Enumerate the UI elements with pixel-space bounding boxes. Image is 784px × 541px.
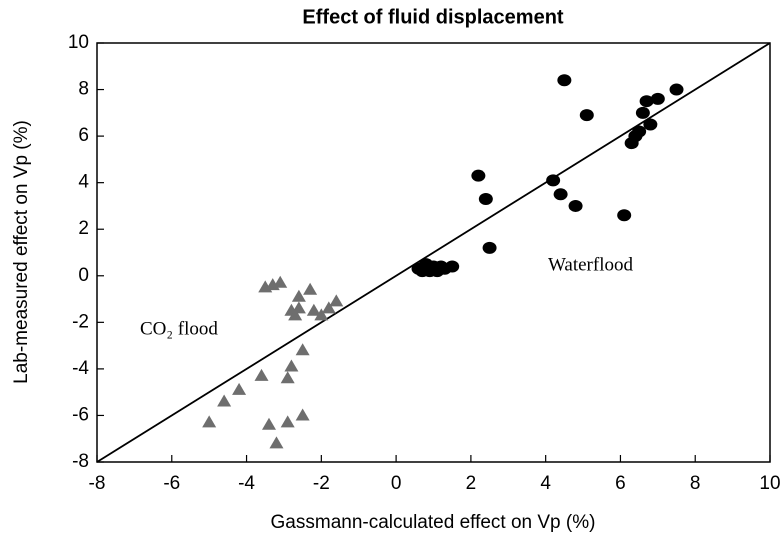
point: [643, 118, 658, 131]
annotation: CO₂ flood: [140, 318, 218, 339]
point: [329, 294, 344, 307]
x-tick-label: 10: [759, 473, 780, 494]
y-axis-label: Lab-measured effect on Vp (%): [11, 120, 32, 384]
x-tick-label: 2: [466, 473, 477, 494]
point: [482, 241, 497, 254]
point: [445, 260, 460, 273]
point: [478, 192, 493, 205]
point: [291, 301, 306, 314]
y-tick-label: 6: [78, 125, 89, 146]
point: [669, 83, 684, 96]
y-tick-label: -8: [72, 451, 89, 472]
reference-line: [96, 42, 771, 463]
point: [217, 394, 232, 407]
y-tick-label: 0: [78, 265, 89, 286]
x-tick-label: -8: [89, 473, 106, 494]
x-axis-label: Gassmann-calculated effect on Vp (%): [271, 512, 596, 533]
chart-title: Effect of fluid displacement: [302, 6, 563, 28]
point: [280, 415, 295, 428]
x-tick-label: 8: [690, 473, 701, 494]
point: [288, 308, 303, 321]
point: [639, 95, 654, 108]
x-tick-label: 6: [615, 473, 626, 494]
point: [471, 169, 486, 182]
point: [291, 289, 306, 302]
x-tick-label: 4: [540, 473, 551, 494]
x-tick-label: 0: [391, 473, 402, 494]
point: [295, 408, 310, 421]
annotation: Waterflood: [548, 254, 633, 275]
point: [261, 417, 276, 430]
point: [650, 92, 665, 105]
point: [321, 301, 336, 314]
point: [295, 343, 310, 356]
point: [546, 174, 561, 187]
point: [303, 282, 318, 295]
point: [254, 368, 269, 381]
y-tick-label: -4: [72, 358, 89, 379]
point: [273, 275, 288, 288]
y-tick-label: 2: [78, 218, 89, 239]
plot-frame: [96, 42, 771, 463]
point: [568, 199, 583, 212]
point: [284, 359, 299, 372]
y-tick-label: -6: [72, 404, 89, 425]
x-tick-label: -2: [313, 473, 330, 494]
point: [624, 137, 639, 150]
point: [202, 415, 217, 428]
x-tick-label: -4: [238, 473, 255, 494]
point: [617, 209, 632, 222]
x-tick-label: -6: [163, 473, 180, 494]
y-tick-label: -2: [72, 311, 89, 332]
point: [280, 371, 295, 384]
point: [306, 303, 321, 316]
point: [314, 308, 329, 321]
point: [557, 74, 572, 87]
point: [635, 106, 650, 119]
point: [232, 382, 247, 395]
y-tick-label: 8: [78, 79, 89, 100]
y-tick-label: 10: [68, 32, 89, 53]
point: [579, 109, 594, 122]
point: [415, 265, 430, 278]
point: [553, 188, 568, 201]
point: [269, 436, 284, 449]
y-tick-label: 4: [78, 172, 89, 193]
